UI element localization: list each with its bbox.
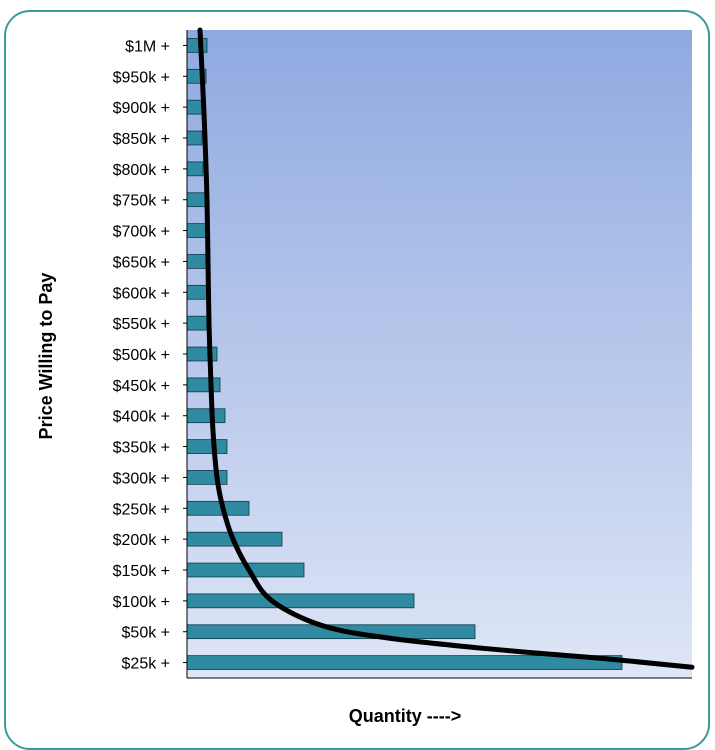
- y-tick-label-16: $800k +: [113, 162, 170, 179]
- y-tick-label-5: $250k +: [113, 501, 170, 518]
- bar-9: [186, 377, 221, 393]
- y-tick-label-6: $300k +: [113, 470, 170, 487]
- bar-15: [186, 192, 206, 208]
- y-axis-ticks: [183, 44, 187, 664]
- y-tick-label-15: $750k +: [113, 193, 170, 210]
- y-tick-label-11: $550k +: [113, 316, 170, 333]
- x-axis-title: Quantity ---->: [349, 706, 462, 726]
- y-tick-label-13: $650k +: [113, 254, 170, 271]
- y-axis-tick-labels: $25k + $50k + $100k + $150k + $200k + $250k +…: [113, 38, 170, 672]
- y-tick-label-20: $1M +: [125, 38, 170, 55]
- demand-curve: [197, 27, 695, 670]
- bar-20: [186, 38, 208, 53]
- y-tick-label-3: $150k +: [113, 563, 170, 580]
- bars: [186, 38, 623, 670]
- bar-12: [186, 284, 208, 300]
- bar-0: [186, 655, 623, 670]
- bar-16: [186, 161, 204, 177]
- bar-11: [186, 315, 208, 331]
- bar-13: [186, 254, 208, 269]
- plot-area: [187, 30, 692, 678]
- bar-2: [186, 593, 415, 609]
- y-axis-title: Price Willing to Pay: [36, 273, 56, 440]
- y-tick-label-7: $350k +: [113, 440, 170, 457]
- bar-6: [186, 470, 228, 485]
- y-tick-label-9: $450k +: [113, 378, 170, 395]
- y-tick-label-4: $200k +: [113, 532, 170, 549]
- y-tick-label-10: $500k +: [113, 347, 170, 364]
- y-tick-label-18: $900k +: [113, 100, 170, 117]
- y-tick-label-17: $850k +: [113, 131, 170, 148]
- bar-5: [186, 500, 250, 516]
- y-tick-label-12: $600k +: [113, 285, 170, 302]
- y-tick-label-0: $25k +: [122, 656, 170, 673]
- y-tick-label-14: $700k +: [113, 224, 170, 241]
- bar-8: [186, 408, 226, 424]
- bar-17: [186, 130, 203, 146]
- bar-14: [186, 223, 208, 238]
- y-tick-label-8: $400k +: [113, 409, 170, 426]
- y-tick-label-2: $100k +: [113, 594, 170, 611]
- y-tick-label-1: $50k +: [122, 625, 170, 642]
- bar-18: [186, 99, 204, 115]
- bar-7: [186, 439, 228, 454]
- y-tick-label-19: $950k +: [113, 69, 170, 86]
